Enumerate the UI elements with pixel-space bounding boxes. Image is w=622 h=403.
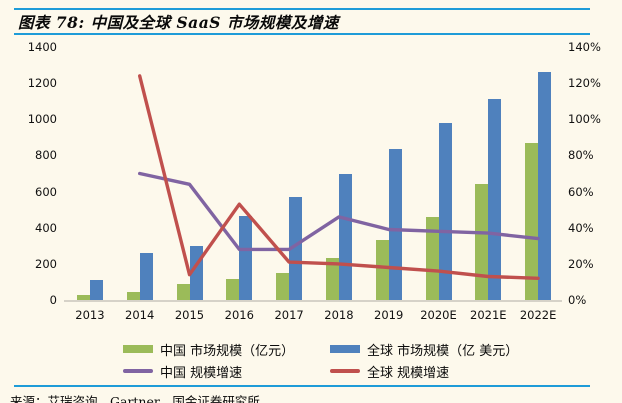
bar-global-2022E (538, 72, 552, 300)
legend-item: 全球 市场规模（亿 美元） (330, 341, 519, 359)
footer-rule (14, 385, 590, 387)
x-axis-label: 2016 (224, 308, 254, 322)
left-axis-tick: 0 (49, 293, 57, 307)
left-axis-tick: 800 (35, 148, 57, 163)
right-axis-tick: 20% (568, 256, 594, 271)
x-axis-label: 2017 (274, 308, 304, 322)
x-axis-label: 2020E (420, 308, 457, 322)
left-axis-tick: 1200 (27, 76, 57, 91)
legend-line-swatch (123, 369, 153, 373)
legend-item: 中国 规模增速 (123, 363, 243, 381)
x-axis-label: 2018 (324, 308, 354, 322)
right-axis-tick: 140% (568, 40, 601, 54)
x-axis-label: 2021E (470, 308, 507, 322)
legend-label: 全球 市场规模（亿 美元） (367, 343, 519, 359)
left-axis-tick: 200 (35, 256, 57, 271)
x-axis-label: 2019 (374, 308, 404, 322)
title-rule-bottom (14, 33, 590, 35)
legend-bar-swatch (330, 345, 360, 353)
x-axis-line (64, 300, 562, 302)
bar-global-2018 (338, 173, 352, 300)
x-axis-label: 2014 (125, 308, 155, 322)
bar-china-2016 (226, 279, 240, 300)
bar-china-2022E (525, 142, 539, 300)
bar-china-2015 (176, 283, 190, 300)
legend-item: 中国 市场规模（亿元） (123, 341, 295, 359)
right-axis-tick: 80% (568, 148, 594, 163)
bar-global-2015 (189, 245, 203, 300)
right-axis-tick: 120% (568, 76, 601, 91)
bar-global-2014 (139, 253, 153, 300)
bar-china-2021E (475, 184, 489, 300)
bar-china-2018 (325, 258, 339, 300)
legend-label: 中国 规模增速 (160, 365, 243, 381)
left-axis-tick: 1400 (27, 40, 57, 54)
left-axis-tick: 600 (35, 184, 57, 199)
bar-global-2016 (239, 215, 253, 300)
right-axis-tick: 40% (568, 220, 594, 235)
legend-label: 中国 市场规模（亿元） (160, 343, 295, 359)
bar-global-2013 (89, 280, 103, 300)
legend-bar-swatch (123, 345, 153, 353)
legend-label: 全球 规模增速 (367, 365, 450, 381)
right-axis-tick: 0% (568, 293, 587, 307)
bar-global-2020E (438, 122, 452, 300)
bar-global-2019 (388, 149, 402, 300)
right-axis-tick: 60% (568, 184, 594, 199)
x-axis-label: 2015 (174, 308, 205, 322)
chart-area: 0 200 400 600 800 1000 1200 1400 0% 20% 40% 60% 80% 1… (27, 40, 601, 322)
bar-china-2020E (425, 216, 439, 300)
title-rule-top (14, 8, 590, 10)
source-note: 来源：艾瑞咨询，Gartner，国金证券研究所 (10, 394, 260, 403)
bar-china-2013 (76, 295, 90, 300)
legend-item: 全球 规模增速 (330, 363, 450, 381)
x-axis-label: 2013 (75, 308, 105, 322)
x-axis-label: 2022E (519, 308, 557, 322)
bar-china-2019 (375, 240, 389, 300)
bar-china-2014 (126, 291, 140, 300)
right-axis-tick: 100% (568, 112, 601, 127)
figure-title: 图表 78: 中国及全球 SaaS 市场规模及增速 (18, 13, 339, 32)
left-axis-tick: 1000 (27, 112, 57, 127)
bar-global-2017 (289, 196, 303, 300)
left-axis-tick: 400 (35, 220, 57, 235)
bar-china-2017 (276, 272, 290, 300)
bar-global-2021E (488, 98, 502, 300)
legend-line-swatch (330, 369, 360, 373)
